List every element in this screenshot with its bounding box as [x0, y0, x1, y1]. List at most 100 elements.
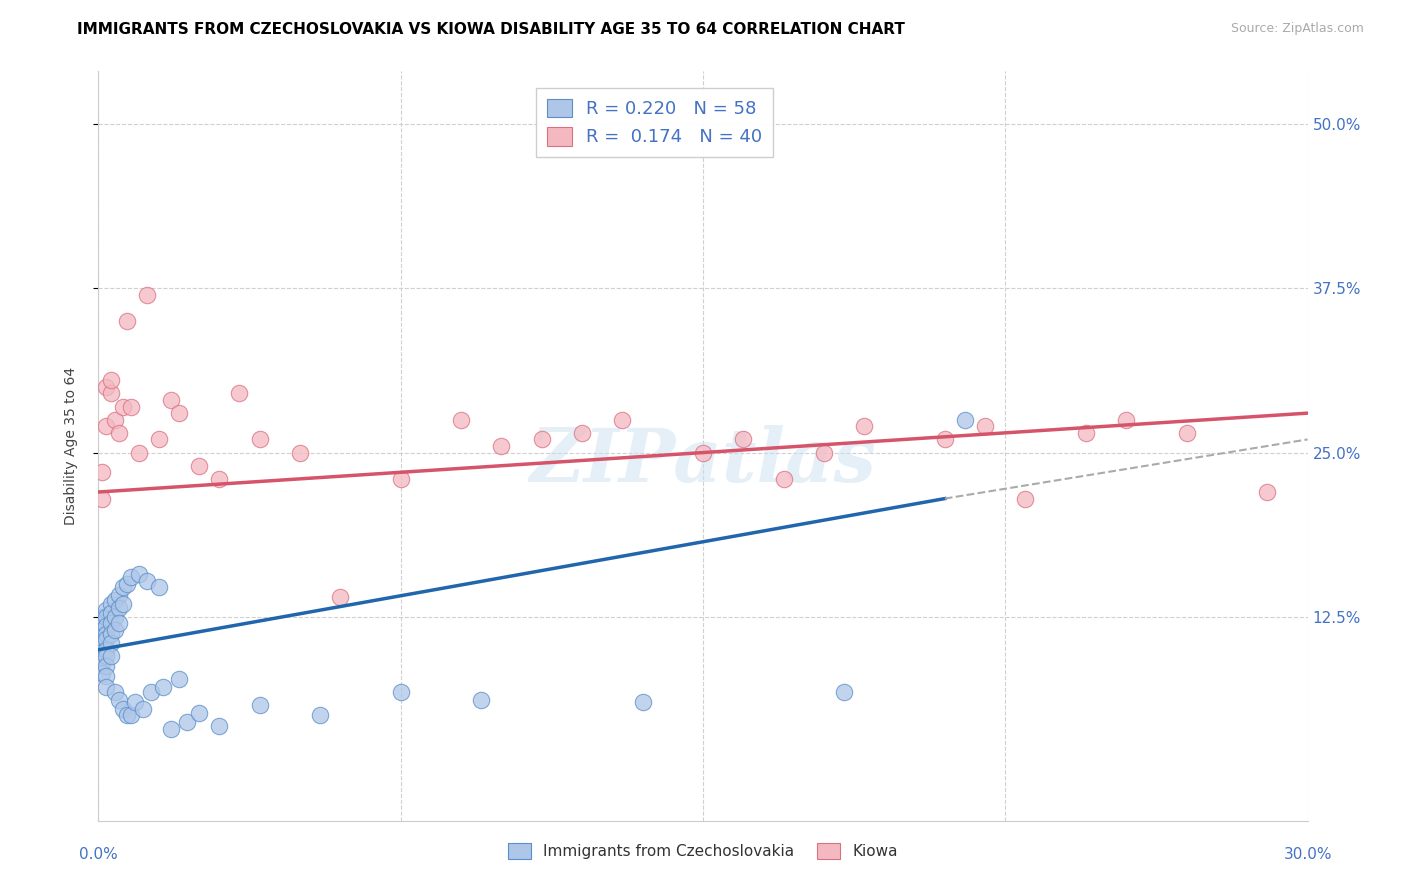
Point	[100, 627, 122, 641]
Point	[100, 386, 122, 401]
Point	[91, 656, 114, 670]
Point	[96, 658, 118, 673]
Point	[571, 425, 593, 440]
Point	[91, 630, 114, 644]
Point	[288, 445, 311, 459]
Point	[974, 419, 997, 434]
Point	[96, 380, 118, 394]
Point	[96, 619, 118, 633]
Point	[111, 597, 134, 611]
Point	[96, 632, 118, 647]
Point	[103, 592, 125, 607]
Point	[1014, 491, 1036, 506]
Point	[470, 692, 492, 706]
Point	[91, 666, 114, 681]
Point	[135, 574, 157, 589]
Point	[1256, 485, 1278, 500]
Point	[167, 672, 190, 686]
Point	[103, 623, 125, 637]
Text: IMMIGRANTS FROM CZECHOSLOVAKIA VS KIOWA DISABILITY AGE 35 TO 64 CORRELATION CHAR: IMMIGRANTS FROM CZECHOSLOVAKIA VS KIOWA …	[77, 22, 905, 37]
Legend: Immigrants from Czechoslovakia, Kiowa: Immigrants from Czechoslovakia, Kiowa	[502, 838, 904, 865]
Point	[91, 645, 114, 659]
Text: ZIPatlas: ZIPatlas	[530, 425, 876, 497]
Point	[491, 439, 513, 453]
Point	[148, 433, 170, 447]
Point	[91, 491, 114, 506]
Point	[100, 597, 122, 611]
Point	[208, 719, 231, 733]
Point	[934, 433, 956, 447]
Point	[450, 413, 472, 427]
Point	[772, 472, 794, 486]
Point	[115, 708, 138, 723]
Point	[100, 606, 122, 620]
Y-axis label: Disability Age 35 to 64: Disability Age 35 to 64	[63, 367, 77, 525]
Point	[530, 433, 553, 447]
Point	[111, 580, 134, 594]
Point	[124, 695, 146, 709]
Point	[96, 603, 118, 617]
Point	[128, 445, 150, 459]
Point	[100, 649, 122, 664]
Point	[148, 580, 170, 594]
Point	[692, 445, 714, 459]
Point	[132, 702, 155, 716]
Point	[176, 714, 198, 729]
Point	[329, 590, 352, 604]
Point	[120, 708, 142, 723]
Point	[953, 413, 976, 427]
Point	[96, 680, 118, 694]
Text: 0.0%: 0.0%	[79, 847, 118, 862]
Point	[389, 472, 412, 486]
Point	[1115, 413, 1137, 427]
Point	[389, 685, 412, 699]
Point	[128, 566, 150, 581]
Text: Source: ZipAtlas.com: Source: ZipAtlas.com	[1230, 22, 1364, 36]
Point	[228, 386, 250, 401]
Point	[96, 627, 118, 641]
Point	[120, 400, 142, 414]
Point	[167, 406, 190, 420]
Point	[188, 706, 211, 720]
Point	[733, 433, 755, 447]
Point	[111, 400, 134, 414]
Point	[96, 642, 118, 657]
Point	[160, 392, 183, 407]
Point	[631, 695, 654, 709]
Point	[1074, 425, 1097, 440]
Point	[100, 616, 122, 631]
Point	[103, 413, 125, 427]
Text: 30.0%: 30.0%	[1284, 847, 1331, 862]
Point	[96, 419, 118, 434]
Point	[107, 600, 129, 615]
Point	[120, 570, 142, 584]
Point	[100, 636, 122, 650]
Point	[813, 445, 835, 459]
Point	[188, 458, 211, 473]
Point	[111, 702, 134, 716]
Point	[160, 722, 183, 736]
Point	[115, 314, 138, 328]
Point	[853, 419, 876, 434]
Point	[832, 685, 855, 699]
Point	[139, 685, 162, 699]
Point	[208, 472, 231, 486]
Point	[107, 588, 129, 602]
Point	[309, 708, 332, 723]
Point	[91, 465, 114, 479]
Point	[107, 616, 129, 631]
Point	[249, 433, 271, 447]
Point	[100, 373, 122, 387]
Point	[135, 288, 157, 302]
Point	[1175, 425, 1198, 440]
Point	[103, 610, 125, 624]
Point	[107, 425, 129, 440]
Point	[96, 649, 118, 664]
Point	[96, 669, 118, 683]
Point	[91, 636, 114, 650]
Point	[91, 610, 114, 624]
Point	[115, 577, 138, 591]
Point	[91, 616, 114, 631]
Point	[249, 698, 271, 712]
Point	[107, 692, 129, 706]
